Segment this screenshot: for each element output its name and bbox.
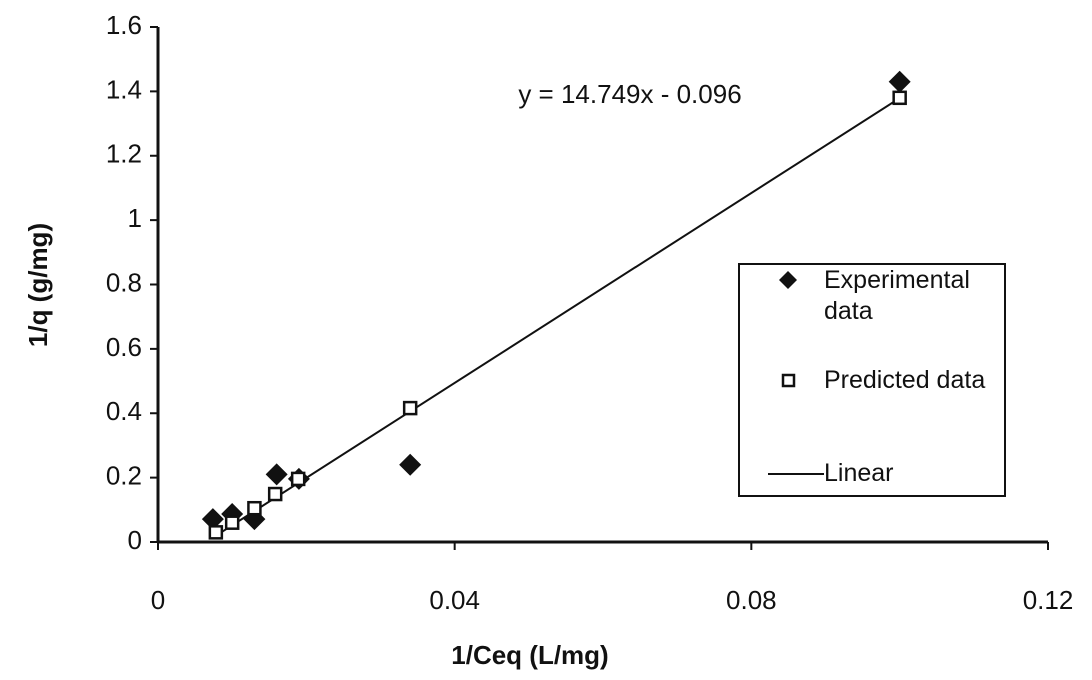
data-point <box>290 471 306 487</box>
equation-annotation: y = 14.749x - 0.096 <box>518 79 741 109</box>
y-tick-label: 1 <box>128 203 142 233</box>
data-point <box>402 400 418 416</box>
data-point <box>224 515 240 530</box>
legend-label: Experimental data <box>824 266 970 325</box>
data-point <box>201 508 224 531</box>
y-axis-label: 1/q (g/mg) <box>23 223 53 347</box>
legend-symbol <box>740 458 824 488</box>
legend-glyph <box>781 373 796 388</box>
legend-entry: Experimental data <box>740 265 1008 327</box>
y-tick-label: 1.2 <box>106 139 142 169</box>
data-point <box>247 500 262 516</box>
legend: Experimental data Predicted data Linear <box>738 263 1006 497</box>
y-tick-label: 0.6 <box>106 332 142 362</box>
data-point <box>892 90 907 106</box>
data-point <box>399 453 422 476</box>
y-tick-label: 0.2 <box>106 461 142 491</box>
legend-entry: Linear <box>740 458 1008 489</box>
legend-entry: Predicted data <box>740 365 1008 396</box>
legend-label: Predicted data <box>824 366 986 394</box>
data-point <box>265 463 288 486</box>
y-tick-label: 0.8 <box>106 267 142 297</box>
y-tick-label: 0.4 <box>106 396 142 426</box>
legend-symbol <box>740 365 824 395</box>
x-tick-label: 0.04 <box>429 585 480 615</box>
data-point <box>267 486 283 502</box>
legend-marker <box>781 373 796 388</box>
y-tick-label: 1.6 <box>106 10 142 40</box>
y-tick-label: 1.4 <box>106 74 142 104</box>
legend-label: Linear <box>824 459 894 487</box>
data-point <box>888 70 911 93</box>
data-point <box>208 525 224 540</box>
x-axis-label: 1/Ceq (L/mg) <box>451 640 608 670</box>
x-tick-label: 0 <box>151 585 165 615</box>
legend-marker <box>779 271 797 289</box>
x-tick-label: 0.08 <box>726 585 777 615</box>
x-tick-label: 0.12 <box>1023 585 1074 615</box>
y-tick-label: 0 <box>128 525 142 555</box>
data-point <box>243 508 266 531</box>
legend-marker <box>768 473 824 475</box>
legend-glyph <box>779 271 797 289</box>
legend-symbol <box>740 265 824 295</box>
fit-line <box>213 97 901 539</box>
